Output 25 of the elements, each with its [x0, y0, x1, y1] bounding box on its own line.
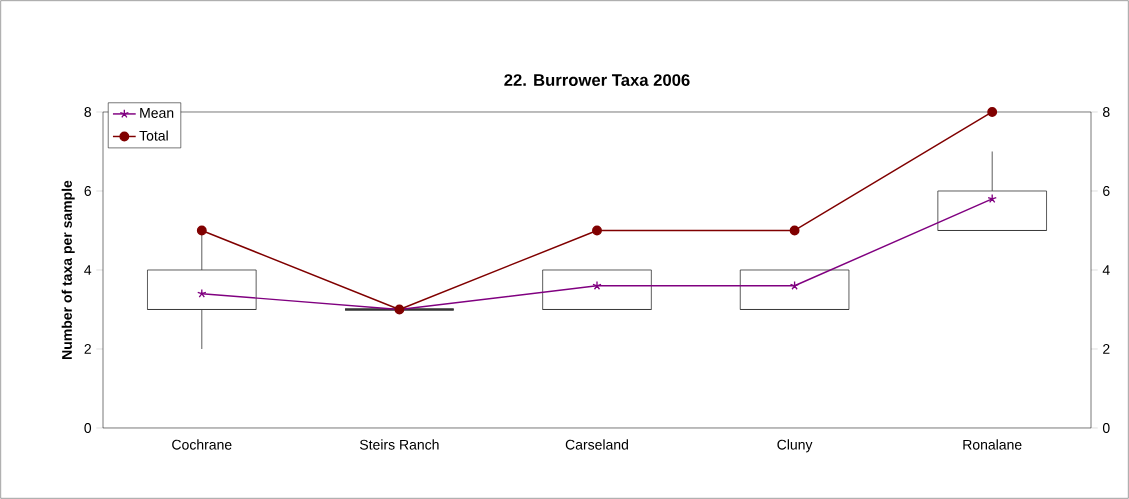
point	[196, 225, 207, 236]
x-tick-label: Ronalane	[963, 439, 1022, 450]
point	[789, 225, 800, 236]
point	[987, 107, 998, 117]
y2-tick-label: 4	[1102, 265, 1110, 275]
x-tick-label: Cochrane	[172, 439, 232, 450]
x-tick-label: Carseland	[565, 439, 628, 450]
y2-tick-label: 6	[1103, 186, 1110, 196]
legend-label: Mean	[140, 108, 174, 118]
y2-tick-label: 0	[1102, 423, 1110, 433]
y2-tick-label: 2	[1103, 344, 1110, 354]
legend-label: Total	[139, 130, 168, 141]
y-tick-label: 2	[84, 344, 91, 354]
y2-tick-label: 8	[1102, 107, 1110, 117]
y-axis-title: Number of taxa per sample	[61, 180, 75, 359]
chart-title: 22. Burrower Taxa 2006	[504, 74, 690, 86]
x-tick-label: Cluny	[777, 439, 813, 453]
y-tick-label: 4	[84, 265, 92, 275]
x-tick-label: Steirs Ranch	[359, 439, 439, 450]
y-tick-label: 8	[84, 107, 92, 117]
y-tick-label: 0	[84, 423, 92, 433]
point	[592, 225, 602, 236]
y-tick-label: 6	[84, 186, 92, 196]
point	[789, 280, 800, 290]
point	[592, 280, 602, 290]
